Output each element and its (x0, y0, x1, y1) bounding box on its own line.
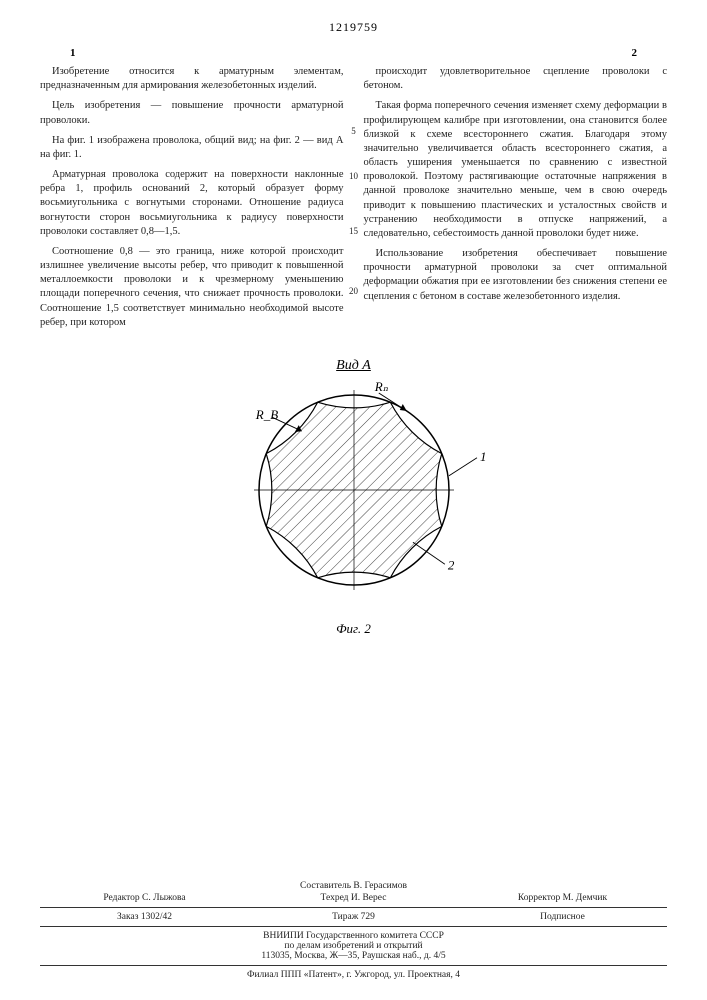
figure-block: Вид А Rₙ R_B 1 2 Фиг. 2 (40, 356, 667, 637)
svg-text:R_B: R_B (254, 407, 277, 422)
col-num-right: 2 (632, 47, 638, 59)
footer-filial: Филиал ППП «Патент», г. Ужгород, ул. Про… (40, 970, 667, 980)
footer-podpis: Подписное (458, 912, 667, 922)
document-number: 1219759 (40, 20, 667, 35)
para: На фиг. 1 изображена проволока, общий ви… (40, 134, 344, 162)
footer: Составитель В. Герасимов Редактор С. Лыж… (40, 881, 667, 980)
figure-diagram: Rₙ R_B 1 2 (204, 380, 504, 610)
footer-compiler: Составитель В. Герасимов (40, 881, 667, 891)
footer-tech: Техред И. Верес (249, 893, 458, 903)
svg-text:2: 2 (447, 557, 454, 572)
footer-row: Редактор С. Лыжова Техред И. Верес Корре… (40, 893, 667, 903)
right-column: происходит удовлетворительное сцепление … (364, 65, 668, 336)
para: Арматурная проволока содержит на поверхн… (40, 168, 344, 239)
col-num-left: 1 (70, 47, 76, 59)
text-columns: Изобретение относится к арматурным элеме… (40, 65, 667, 336)
footer-order: Заказ 1302/42 (40, 912, 249, 922)
para: Изобретение относится к арматурным элеме… (40, 65, 344, 93)
page: 1219759 1 2 Изобретение относится к арма… (0, 0, 707, 1000)
para: Использование изобретения обеспечивает п… (364, 247, 668, 304)
footer-org: ВНИИПИ Государственного комитета СССР (40, 931, 667, 941)
figure-svg-wrap: Rₙ R_B 1 2 (40, 380, 667, 615)
para: Такая форма поперечного сечения изменяет… (364, 99, 668, 241)
para: Соотношение 0,8 — это граница, ниже кото… (40, 245, 344, 330)
divider (40, 926, 667, 927)
footer-editor: Редактор С. Лыжова (40, 893, 249, 903)
svg-text:Rₙ: Rₙ (373, 380, 388, 394)
svg-text:1: 1 (480, 449, 487, 464)
footer-tirazh: Тираж 729 (249, 912, 458, 922)
figure-view-label: Вид А (336, 358, 371, 374)
line-marker: 15 (349, 225, 358, 237)
divider (40, 907, 667, 908)
line-marker: 5 (351, 125, 356, 137)
footer-corrector: Корректор М. Демчик (458, 893, 667, 903)
line-marker: 20 (349, 285, 358, 297)
footer-addr: 113035, Москва, Ж—35, Раушская наб., д. … (40, 951, 667, 961)
footer-row: Заказ 1302/42 Тираж 729 Подписное (40, 912, 667, 922)
line-marker: 10 (349, 170, 358, 182)
left-column: Изобретение относится к арматурным элеме… (40, 65, 344, 336)
para: Цель изобретения — повышение прочности а… (40, 99, 344, 127)
footer-org: по делам изобретений и открытий (40, 941, 667, 951)
figure-caption: Фиг. 2 (40, 621, 667, 637)
column-numbers: 1 2 (70, 47, 637, 59)
para: происходит удовлетворительное сцепление … (364, 65, 668, 93)
divider (40, 965, 667, 966)
